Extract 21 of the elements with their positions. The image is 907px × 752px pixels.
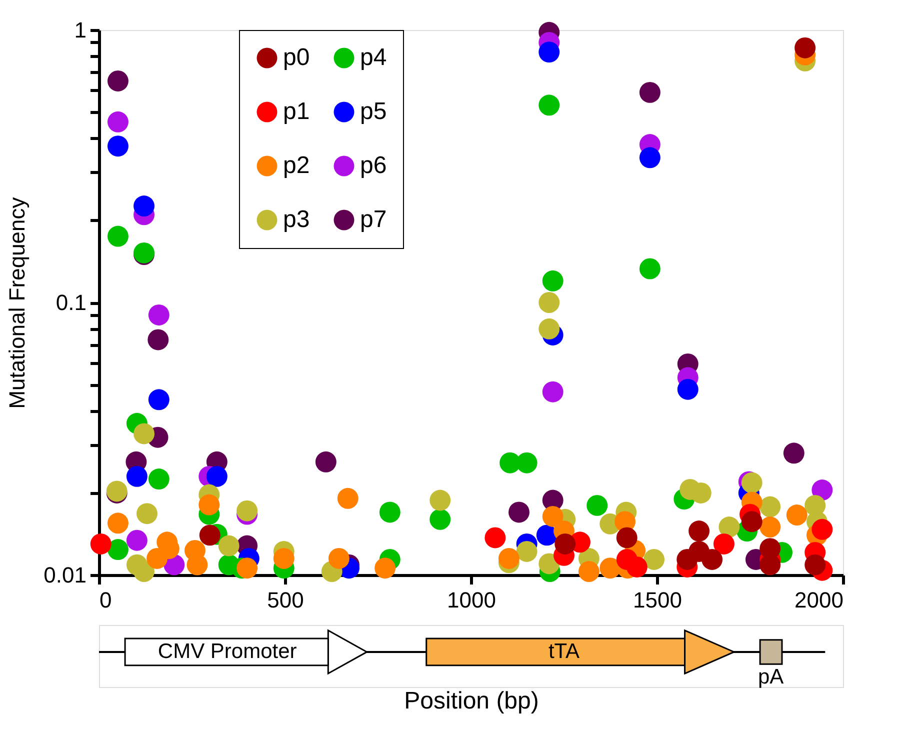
text: pA xyxy=(758,666,784,689)
x-tick-label: 1000 xyxy=(447,588,496,612)
y-tick-label: 0.1 xyxy=(56,290,86,315)
legend-label: p7 xyxy=(360,206,387,233)
text: tTA xyxy=(548,640,580,663)
legend-label: p6 xyxy=(360,152,387,179)
legend-label: p0 xyxy=(283,44,310,71)
legend-label: p2 xyxy=(283,152,310,179)
legend-label: p1 xyxy=(283,98,310,125)
x-tick-label: 500 xyxy=(267,588,304,612)
x-axis-title: Position (bp) xyxy=(404,688,539,714)
x-tick-label: 0 xyxy=(100,588,112,612)
legend-label: p3 xyxy=(283,206,310,233)
y-tick-label: 0.01 xyxy=(44,562,86,588)
legend-label: p5 xyxy=(360,98,387,125)
legend-label: p4 xyxy=(360,44,387,71)
x-tick-label: 2000 xyxy=(794,588,844,612)
y-axis-title: Mutational Frequency xyxy=(4,197,30,409)
y-tick-label: 1 xyxy=(74,18,86,42)
text: CMV Promoter xyxy=(158,640,297,663)
x-tick-label: 1500 xyxy=(633,588,682,612)
